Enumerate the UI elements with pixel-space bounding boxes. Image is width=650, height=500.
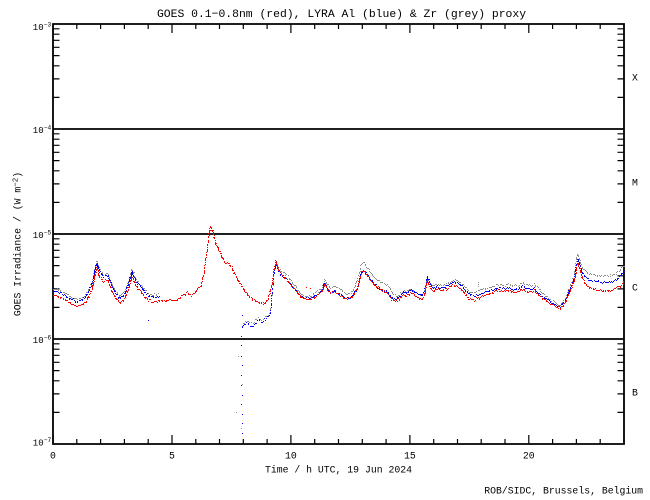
svg-text:−5: −5	[44, 230, 52, 237]
svg-text:10: 10	[33, 231, 44, 241]
svg-text:5: 5	[169, 451, 175, 462]
svg-text:10: 10	[33, 23, 44, 33]
svg-text:X: X	[632, 73, 638, 84]
svg-text:10: 10	[33, 336, 44, 346]
svg-text:10: 10	[285, 451, 297, 462]
svg-text:C: C	[632, 283, 638, 294]
svg-text:B: B	[632, 388, 638, 399]
svg-text:M: M	[632, 178, 638, 189]
svg-text:15: 15	[404, 451, 416, 462]
svg-text:GOES Irradiance / (W m−2): GOES Irradiance / (W m−2)	[12, 172, 23, 316]
svg-text:10: 10	[33, 126, 44, 136]
svg-text:Time / h UTC, 19 Jun 2024: Time / h UTC, 19 Jun 2024	[265, 465, 412, 476]
svg-text:−4: −4	[44, 125, 52, 132]
svg-text:0: 0	[50, 451, 56, 462]
svg-text:−6: −6	[44, 335, 52, 342]
svg-text:20: 20	[523, 451, 535, 462]
svg-text:−3: −3	[44, 22, 52, 29]
svg-text:ROB/SIDC, Brussels, Belgium: ROB/SIDC, Brussels, Belgium	[484, 486, 643, 497]
svg-text:−7: −7	[44, 437, 52, 444]
svg-text:10: 10	[33, 439, 44, 449]
svg-text:GOES 0.1−0.8nm (red), LYRA Al: GOES 0.1−0.8nm (red), LYRA Al (blue) & Z…	[157, 9, 526, 21]
